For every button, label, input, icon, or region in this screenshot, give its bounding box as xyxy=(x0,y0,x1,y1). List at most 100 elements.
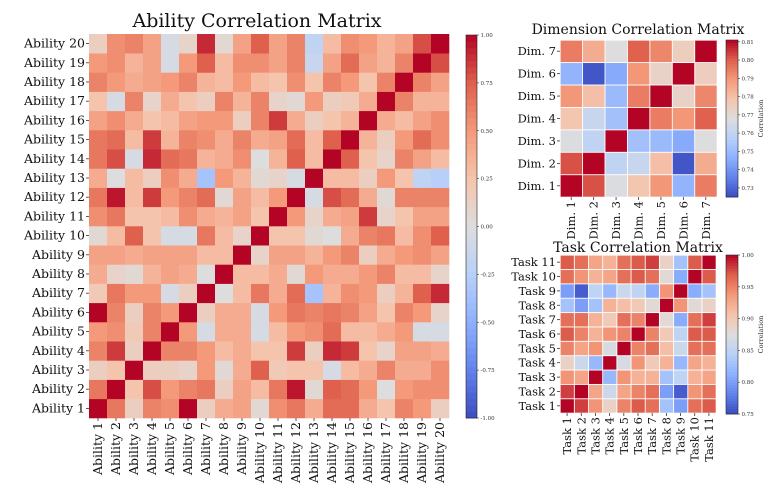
ability-cell xyxy=(341,264,360,284)
ability-cell xyxy=(359,226,378,246)
ability-cell xyxy=(143,283,162,304)
task-cell xyxy=(631,298,645,313)
colorbar-label: Correlation xyxy=(757,100,765,138)
colorbar-segment xyxy=(726,337,738,341)
task-cell xyxy=(631,255,645,270)
x-tick-label: Ability 12 xyxy=(288,422,303,484)
ability-cell xyxy=(125,245,144,265)
colorbar-tick-label: -0.25 xyxy=(481,272,496,278)
colorbar-segment xyxy=(726,368,738,372)
task-cell xyxy=(674,284,688,298)
y-tick-label: Dim. 3 xyxy=(518,134,556,148)
task-cell xyxy=(603,384,617,399)
ability-cell xyxy=(143,245,162,265)
y-tick-label: Task 10 xyxy=(511,270,556,284)
dimension-cell xyxy=(627,85,650,107)
task-cell xyxy=(645,370,659,384)
ability-cell xyxy=(251,53,270,73)
colorbar-segment xyxy=(466,354,477,361)
task-cell xyxy=(603,370,617,384)
ability-cell xyxy=(395,149,414,169)
colorbar-segment xyxy=(466,169,477,176)
ability-cell xyxy=(431,110,450,131)
dimension-cell xyxy=(627,175,650,197)
ability-cell xyxy=(179,149,198,169)
ability-cell xyxy=(251,245,270,265)
y-tick-label: Ability 18 xyxy=(23,74,85,89)
ability-cell xyxy=(251,302,270,323)
ability-cell xyxy=(89,264,108,284)
task-cell xyxy=(631,370,645,384)
colorbar-segment xyxy=(726,66,738,70)
y-tick-label: Dim. 6 xyxy=(518,67,556,81)
task-cell xyxy=(674,341,688,356)
ability-cell xyxy=(107,245,126,265)
colorbar-segment xyxy=(726,371,738,375)
task-cell xyxy=(631,384,645,399)
y-tick-label: Dim. 7 xyxy=(518,44,556,58)
ability-cell xyxy=(269,206,288,227)
dimension-cell xyxy=(672,107,695,130)
ability-cell xyxy=(269,302,288,323)
ability-cell xyxy=(359,91,378,112)
colorbar-segment xyxy=(726,147,738,151)
colorbar-frame xyxy=(725,39,739,198)
ability-cell xyxy=(143,398,162,419)
ability-cell xyxy=(233,110,252,131)
ability-cell xyxy=(125,398,144,419)
colorbar-segment xyxy=(726,374,738,378)
colorbar-segment xyxy=(726,105,738,109)
colorbar-segment xyxy=(726,363,738,367)
colorbar-tick-label: -0.50 xyxy=(481,320,496,326)
ability-cell xyxy=(269,322,288,342)
task-chart-title: Task Correlation Matrix xyxy=(553,240,723,256)
ability-cell xyxy=(413,34,432,54)
ability-cell xyxy=(143,187,162,208)
x-tick-label: Ability 16 xyxy=(360,422,375,484)
task-cell xyxy=(688,313,702,327)
colorbar-segment xyxy=(726,318,738,322)
colorbar-segment xyxy=(726,313,738,317)
ability-cell xyxy=(179,53,198,73)
ability-cell xyxy=(269,168,288,188)
colorbar-segment xyxy=(726,398,738,402)
task-cell xyxy=(588,384,603,399)
task-cell xyxy=(603,255,617,270)
ability-cell xyxy=(197,206,216,227)
ability-cell xyxy=(431,283,450,304)
colorbar-tick-label: 0.80 xyxy=(742,380,755,386)
ability-cell xyxy=(359,34,378,54)
ability-cell xyxy=(161,226,180,246)
ability-cell xyxy=(197,283,216,304)
ability-cell xyxy=(395,245,414,265)
task-cell xyxy=(674,298,688,313)
ability-cell xyxy=(413,226,432,246)
colorbar-segment xyxy=(466,156,477,164)
colorbar-segment xyxy=(466,232,477,240)
ability-cell xyxy=(125,187,144,208)
colorbar-label: Correlation xyxy=(757,316,765,354)
ability-cell xyxy=(377,264,396,284)
ability-cell xyxy=(125,110,144,131)
colorbar-segment xyxy=(726,260,738,264)
task-cell xyxy=(560,399,574,413)
ability-cell xyxy=(431,226,450,246)
x-tick-label: Ability 15 xyxy=(342,422,357,484)
ability-cell xyxy=(197,34,216,54)
colorbar-segment xyxy=(726,310,738,314)
task-cell xyxy=(659,313,674,327)
ability-cell xyxy=(107,206,126,227)
task-cell xyxy=(574,313,589,327)
colorbar-tick-label: 0.25 xyxy=(481,177,494,183)
colorbar-segment xyxy=(466,392,477,400)
colorbar-segment xyxy=(466,283,477,291)
ability-cell xyxy=(341,149,360,169)
ability-cell xyxy=(215,91,234,112)
ability-cell xyxy=(233,245,252,265)
dimension-cell xyxy=(560,107,583,130)
ability-cell xyxy=(197,264,216,284)
colorbar-segment xyxy=(726,47,738,51)
x-tick-label: Task 7 xyxy=(645,417,659,454)
ability-cell xyxy=(215,72,234,92)
colorbar-segment xyxy=(726,376,738,380)
